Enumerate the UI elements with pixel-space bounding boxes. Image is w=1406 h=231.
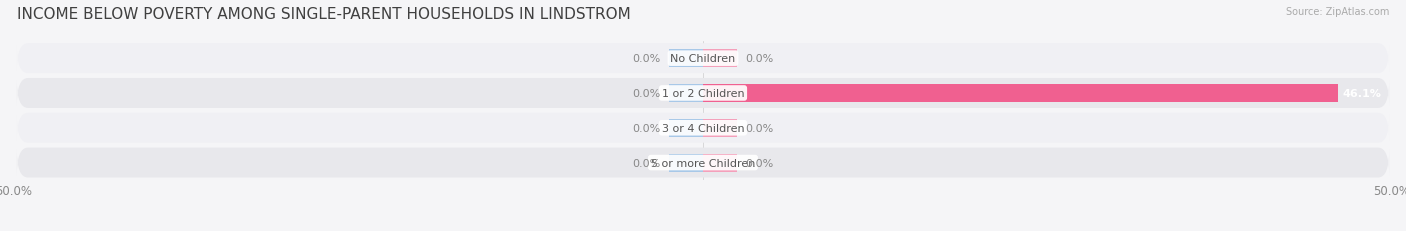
Text: 0.0%: 0.0%	[633, 54, 661, 64]
Bar	[703, 154, 738, 172]
Bar	[703, 119, 738, 137]
Bar	[669, 85, 703, 103]
Text: INCOME BELOW POVERTY AMONG SINGLE-PARENT HOUSEHOLDS IN LINDSTROM: INCOME BELOW POVERTY AMONG SINGLE-PARENT…	[17, 7, 631, 22]
FancyBboxPatch shape	[17, 113, 1389, 143]
Text: 0.0%: 0.0%	[745, 158, 773, 168]
FancyBboxPatch shape	[17, 148, 1389, 178]
Bar	[703, 50, 738, 68]
Text: 1 or 2 Children: 1 or 2 Children	[662, 88, 744, 99]
Text: 0.0%: 0.0%	[633, 158, 661, 168]
Bar	[669, 50, 703, 68]
Text: Source: ZipAtlas.com: Source: ZipAtlas.com	[1285, 7, 1389, 17]
Text: 0.0%: 0.0%	[745, 123, 773, 133]
FancyBboxPatch shape	[17, 79, 1389, 109]
Text: 0.0%: 0.0%	[633, 123, 661, 133]
FancyBboxPatch shape	[17, 44, 1389, 74]
Bar	[669, 119, 703, 137]
Text: 0.0%: 0.0%	[633, 88, 661, 99]
Text: No Children: No Children	[671, 54, 735, 64]
Text: 3 or 4 Children: 3 or 4 Children	[662, 123, 744, 133]
Bar	[703, 85, 1339, 103]
Bar	[669, 154, 703, 172]
Text: 5 or more Children: 5 or more Children	[651, 158, 755, 168]
Text: 46.1%: 46.1%	[1343, 88, 1381, 99]
Text: 0.0%: 0.0%	[745, 54, 773, 64]
